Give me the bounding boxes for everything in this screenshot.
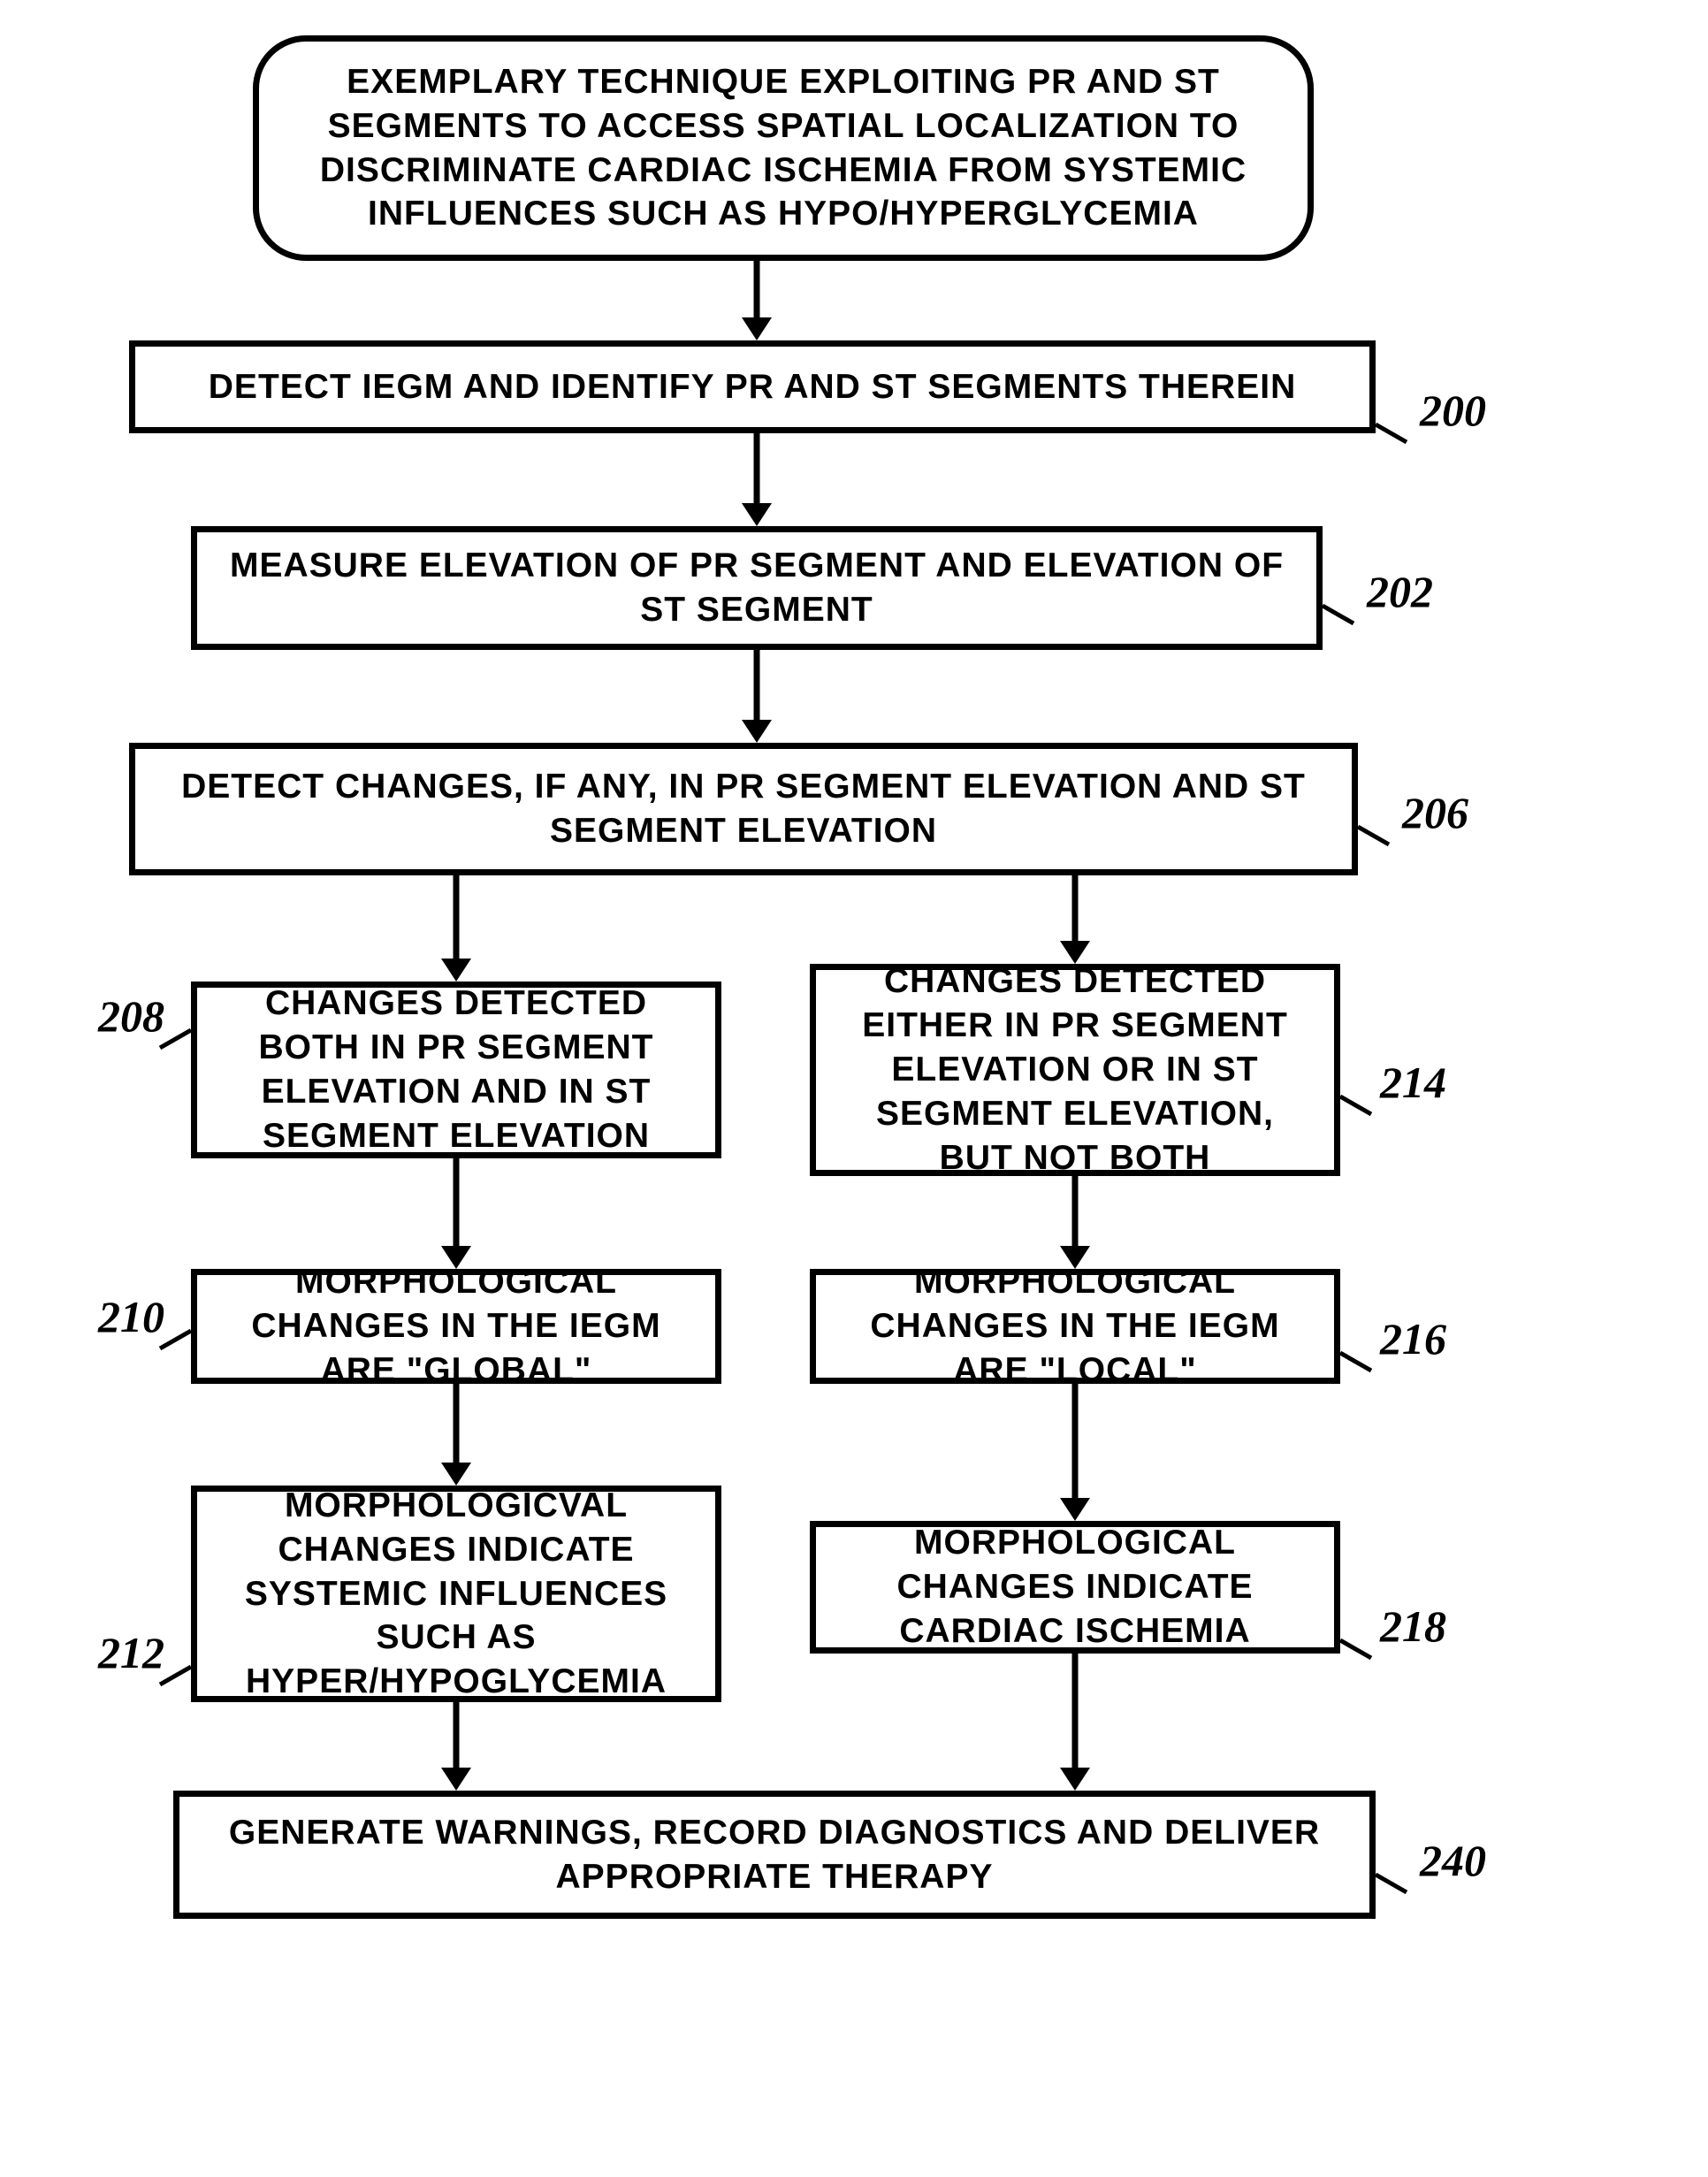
node-text: MORPHOLOGICAL CHANGES INDICATE CARDIAC I… [837, 1521, 1313, 1654]
arrow [1060, 1654, 1090, 1791]
ref-tick [1376, 1875, 1407, 1892]
arrow [441, 1384, 471, 1486]
node-n206: DETECT CHANGES, IF ANY, IN PR SEGMENT EL… [129, 743, 1358, 875]
node-text: MORPHOLOGICVAL CHANGES INDICATE SYSTEMIC… [218, 1484, 694, 1705]
ref-label-208: 208 [98, 990, 164, 1042]
node-text: MORPHOLOGICAL CHANGES IN THE IEGM ARE "G… [218, 1260, 694, 1393]
node-text: MEASURE ELEVATION OF PR SEGMENT AND ELEV… [218, 544, 1295, 632]
node-text: DETECT CHANGES, IF ANY, IN PR SEGMENT EL… [156, 765, 1331, 853]
node-n208: CHANGES DETECTED BOTH IN PR SEGMENT ELEV… [191, 982, 721, 1158]
arrow [742, 261, 772, 340]
ref-tick [1340, 1640, 1371, 1658]
arrow [1060, 875, 1090, 964]
arrow [742, 650, 772, 743]
ref-label-218: 218 [1380, 1600, 1446, 1652]
ref-tick [1358, 827, 1389, 844]
node-text: DETECT IEGM AND IDENTIFY PR AND ST SEGME… [209, 365, 1296, 409]
node-text: CHANGES DETECTED EITHER IN PR SEGMENT EL… [837, 959, 1313, 1180]
ref-tick [160, 1667, 191, 1684]
ref-label-200: 200 [1420, 385, 1486, 436]
arrow [1060, 1176, 1090, 1269]
node-title: EXEMPLARY TECHNIQUE EXPLOITING PR AND ST… [253, 35, 1314, 261]
node-n216: MORPHOLOGICAL CHANGES IN THE IEGM ARE "L… [810, 1269, 1340, 1384]
arrow [1060, 1384, 1090, 1521]
ref-label-212: 212 [98, 1627, 164, 1678]
arrow [742, 433, 772, 526]
node-n214: CHANGES DETECTED EITHER IN PR SEGMENT EL… [810, 964, 1340, 1176]
ref-label-214: 214 [1380, 1057, 1446, 1108]
ref-tick [1340, 1353, 1371, 1371]
node-n202: MEASURE ELEVATION OF PR SEGMENT AND ELEV… [191, 526, 1323, 650]
node-n218: MORPHOLOGICAL CHANGES INDICATE CARDIAC I… [810, 1521, 1340, 1654]
flowchart-diagram: EXEMPLARY TECHNIQUE EXPLOITING PR AND ST… [103, 35, 1605, 1963]
node-n200: DETECT IEGM AND IDENTIFY PR AND ST SEGME… [129, 340, 1376, 433]
arrow [441, 1158, 471, 1269]
node-text: MORPHOLOGICAL CHANGES IN THE IEGM ARE "L… [837, 1260, 1313, 1393]
node-n240: GENERATE WARNINGS, RECORD DIAGNOSTICS AN… [173, 1791, 1376, 1919]
ref-tick [1376, 424, 1407, 442]
ref-label-240: 240 [1420, 1835, 1486, 1886]
ref-tick [160, 1030, 191, 1048]
node-text: GENERATE WARNINGS, RECORD DIAGNOSTICS AN… [201, 1811, 1348, 1899]
ref-tick [160, 1331, 191, 1348]
node-n212: MORPHOLOGICVAL CHANGES INDICATE SYSTEMIC… [191, 1486, 721, 1702]
node-text: EXEMPLARY TECHNIQUE EXPLOITING PR AND ST… [280, 60, 1286, 237]
ref-label-206: 206 [1402, 787, 1468, 838]
arrow [441, 875, 471, 982]
ref-tick [1340, 1096, 1371, 1114]
ref-tick [1323, 606, 1353, 623]
node-text: CHANGES DETECTED BOTH IN PR SEGMENT ELEV… [218, 982, 694, 1158]
arrow [441, 1702, 471, 1791]
ref-label-216: 216 [1380, 1313, 1446, 1364]
ref-label-210: 210 [98, 1291, 164, 1342]
node-n210: MORPHOLOGICAL CHANGES IN THE IEGM ARE "G… [191, 1269, 721, 1384]
ref-label-202: 202 [1367, 566, 1433, 617]
